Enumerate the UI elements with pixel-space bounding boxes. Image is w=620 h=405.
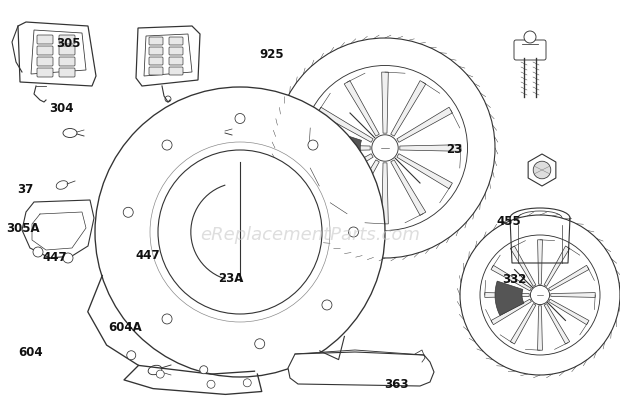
- Polygon shape: [309, 145, 370, 151]
- Text: 37: 37: [17, 183, 33, 196]
- FancyBboxPatch shape: [37, 68, 53, 77]
- Polygon shape: [382, 163, 388, 224]
- Polygon shape: [18, 22, 96, 86]
- Polygon shape: [323, 129, 363, 176]
- Polygon shape: [544, 304, 570, 344]
- Ellipse shape: [211, 128, 225, 136]
- Polygon shape: [22, 200, 94, 258]
- Circle shape: [275, 38, 495, 258]
- Text: 305A: 305A: [6, 222, 40, 235]
- Circle shape: [243, 379, 251, 387]
- Polygon shape: [510, 246, 536, 286]
- Text: 455: 455: [496, 215, 521, 228]
- Circle shape: [308, 140, 318, 150]
- Polygon shape: [344, 160, 379, 215]
- Circle shape: [162, 314, 172, 324]
- Polygon shape: [397, 154, 453, 189]
- Text: 23A: 23A: [218, 272, 244, 285]
- Ellipse shape: [56, 181, 68, 189]
- Circle shape: [235, 113, 245, 124]
- Polygon shape: [400, 145, 461, 151]
- Circle shape: [372, 135, 398, 161]
- FancyBboxPatch shape: [514, 40, 546, 60]
- Polygon shape: [391, 81, 426, 136]
- Polygon shape: [538, 306, 542, 350]
- FancyBboxPatch shape: [169, 37, 183, 45]
- Polygon shape: [317, 154, 373, 189]
- FancyBboxPatch shape: [169, 67, 183, 75]
- Polygon shape: [538, 240, 542, 284]
- Circle shape: [162, 140, 172, 150]
- Circle shape: [95, 87, 385, 377]
- Polygon shape: [397, 107, 453, 142]
- Circle shape: [255, 339, 265, 349]
- Circle shape: [156, 370, 164, 378]
- Polygon shape: [491, 265, 531, 291]
- FancyBboxPatch shape: [149, 57, 163, 65]
- Circle shape: [33, 247, 43, 257]
- Circle shape: [207, 380, 215, 388]
- Circle shape: [123, 207, 133, 217]
- Polygon shape: [317, 107, 373, 142]
- FancyBboxPatch shape: [59, 46, 75, 55]
- Circle shape: [480, 235, 600, 355]
- Polygon shape: [528, 154, 556, 186]
- FancyBboxPatch shape: [37, 57, 53, 66]
- Circle shape: [165, 96, 171, 102]
- FancyBboxPatch shape: [37, 46, 53, 55]
- FancyBboxPatch shape: [149, 47, 163, 55]
- FancyBboxPatch shape: [59, 68, 75, 77]
- Text: eReplacementParts.com: eReplacementParts.com: [200, 226, 420, 244]
- Polygon shape: [288, 352, 434, 386]
- Circle shape: [126, 351, 136, 360]
- Text: 604: 604: [19, 346, 43, 359]
- FancyBboxPatch shape: [59, 35, 75, 44]
- Polygon shape: [549, 265, 589, 291]
- FancyBboxPatch shape: [169, 57, 183, 65]
- Text: 604A: 604A: [108, 321, 142, 334]
- Ellipse shape: [510, 208, 570, 228]
- Polygon shape: [551, 292, 595, 297]
- FancyBboxPatch shape: [37, 35, 53, 44]
- Circle shape: [63, 253, 73, 263]
- Circle shape: [348, 227, 358, 237]
- Polygon shape: [136, 26, 200, 86]
- Circle shape: [533, 161, 551, 179]
- Circle shape: [530, 286, 549, 305]
- Polygon shape: [491, 299, 531, 325]
- Text: 363: 363: [384, 378, 409, 391]
- Circle shape: [200, 366, 208, 374]
- Polygon shape: [549, 299, 589, 325]
- Circle shape: [322, 300, 332, 310]
- Polygon shape: [485, 292, 529, 297]
- Circle shape: [303, 66, 467, 230]
- Text: 332: 332: [502, 273, 526, 286]
- Ellipse shape: [148, 365, 162, 375]
- FancyBboxPatch shape: [149, 37, 163, 45]
- Text: 23: 23: [446, 143, 463, 156]
- Text: 925: 925: [259, 48, 284, 61]
- Circle shape: [460, 215, 620, 375]
- Ellipse shape: [63, 128, 77, 138]
- Circle shape: [158, 150, 322, 314]
- Polygon shape: [144, 34, 192, 76]
- Polygon shape: [31, 30, 86, 74]
- Text: 447: 447: [135, 249, 160, 262]
- Polygon shape: [391, 160, 426, 215]
- FancyBboxPatch shape: [149, 67, 163, 75]
- Circle shape: [524, 31, 536, 43]
- Ellipse shape: [512, 256, 568, 270]
- Polygon shape: [344, 81, 379, 136]
- Ellipse shape: [518, 211, 562, 225]
- Polygon shape: [495, 281, 524, 315]
- Text: 305: 305: [56, 37, 81, 50]
- Text: 304: 304: [50, 102, 74, 115]
- Polygon shape: [544, 246, 570, 286]
- Polygon shape: [510, 304, 536, 344]
- Polygon shape: [382, 72, 388, 133]
- FancyBboxPatch shape: [59, 57, 75, 66]
- Text: 447: 447: [42, 251, 67, 264]
- FancyBboxPatch shape: [169, 47, 183, 55]
